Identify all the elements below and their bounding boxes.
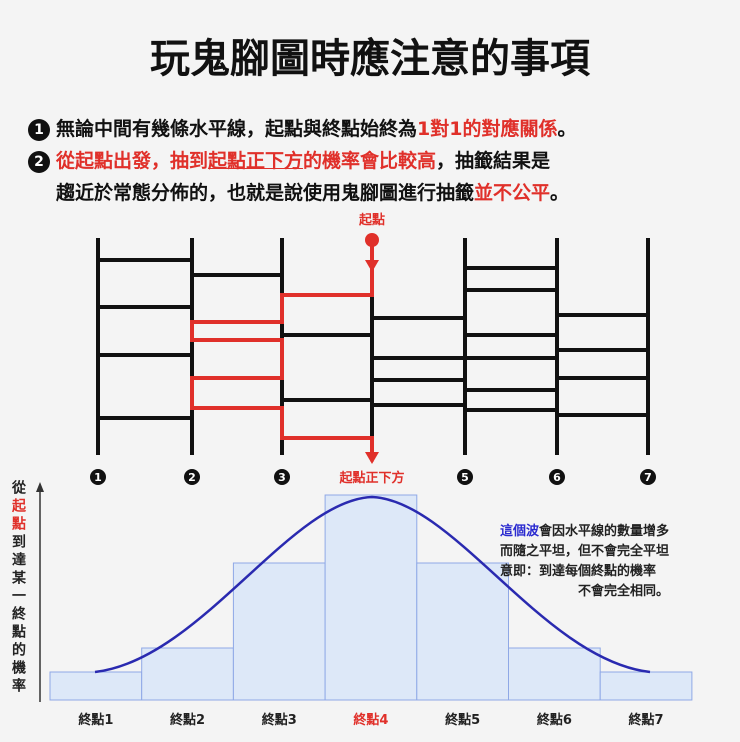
text-segment: 這個波 xyxy=(500,524,540,539)
end-number: 1 xyxy=(94,471,102,484)
end-badge xyxy=(640,469,656,485)
end-number: 2 xyxy=(188,471,196,484)
start-dot xyxy=(365,233,379,247)
end-number: 5 xyxy=(461,471,469,484)
y-arrow xyxy=(36,482,44,492)
text-segment: 從 xyxy=(10,480,26,498)
point-line: 2 從起點出發，抽到起點正下方的機率會比較高，抽籤結果是 xyxy=(28,146,550,173)
end-badge xyxy=(274,469,290,485)
text-segment: 到達某一終點的機率 xyxy=(10,534,26,696)
text-segment: 起點 xyxy=(10,498,26,534)
start-label: 起點 xyxy=(358,212,385,228)
end-number: 7 xyxy=(644,471,652,484)
histogram-bar xyxy=(49,671,143,701)
note-line: 不會完全相同。 xyxy=(500,582,669,602)
text-segment: ，抽籤結果是 xyxy=(436,150,551,172)
point-number: 1 xyxy=(28,119,50,141)
end-number: 3 xyxy=(278,471,286,484)
text-segment: 並不公平 xyxy=(474,182,551,204)
text-segment: 無論中間有幾條水平線，起點與終點始終為 xyxy=(56,118,418,140)
text-segment: 從起點出發，抽到 xyxy=(56,150,209,172)
histogram-bar xyxy=(141,647,234,701)
text-segment: 意即：到達每個終點的機率 xyxy=(500,564,657,579)
end-badge xyxy=(457,469,473,485)
text-segment: 的機率會比較高 xyxy=(303,150,437,172)
arrow xyxy=(365,260,379,272)
histogram-bar xyxy=(508,647,601,701)
y-axis-label: 從起點到達某一終點的機率 xyxy=(8,480,28,696)
text-segment: 趨近於常態分佈的，也就是說使用鬼腳圖進行抽籤 xyxy=(56,182,475,204)
text-segment: 。 xyxy=(557,118,577,140)
histogram-bar xyxy=(599,671,693,701)
red-route xyxy=(190,245,374,455)
histogram-bar xyxy=(416,562,509,701)
note-line: 這個波會因水平線的數量增多 xyxy=(500,522,669,542)
end-badge xyxy=(90,469,106,485)
x-label: 終點1 xyxy=(78,712,113,728)
text-segment: 1對1的對應關係 xyxy=(417,118,558,140)
histogram-bar xyxy=(324,494,418,701)
x-label: 終點6 xyxy=(537,712,572,728)
x-label: 終點3 xyxy=(262,712,297,728)
histogram-bar xyxy=(232,562,326,701)
end-number: 6 xyxy=(553,471,561,484)
end-badge xyxy=(184,469,200,485)
point-line: 趨近於常態分佈的，也就是說使用鬼腳圖進行抽籤並不公平。 xyxy=(56,178,569,205)
end-label: 起點正下方 xyxy=(338,470,404,486)
arrow xyxy=(365,452,379,464)
title: 玩鬼腳圖時應注意的事項 xyxy=(150,36,590,82)
text-segment: 起點正下方 xyxy=(208,150,304,172)
text-segment: 而隨之平坦，但不會完全平坦 xyxy=(500,544,670,559)
end-badge xyxy=(549,469,565,485)
x-label: 終點4 xyxy=(353,712,388,728)
point-number: 2 xyxy=(28,151,50,173)
note-line: 而隨之平坦，但不會完全平坦 xyxy=(500,542,669,562)
x-label: 終點2 xyxy=(170,712,205,728)
note: 這個波會因水平線的數量增多而隨之平坦，但不會完全平坦 意即：到達每個終點的機率不會… xyxy=(500,522,669,602)
bell-curve xyxy=(94,495,651,674)
point-line: 1 無論中間有幾條水平線，起點與終點始終為1對1的對應關係。 xyxy=(28,114,576,141)
note-line: 意即：到達每個終點的機率 xyxy=(500,562,669,582)
x-label: 終點5 xyxy=(445,712,480,728)
text-segment: 會因水平線的數量增多 xyxy=(539,524,670,539)
x-label: 終點7 xyxy=(629,712,664,728)
text-segment: 。 xyxy=(550,182,570,204)
text-segment: 不會完全相同。 xyxy=(578,584,670,599)
